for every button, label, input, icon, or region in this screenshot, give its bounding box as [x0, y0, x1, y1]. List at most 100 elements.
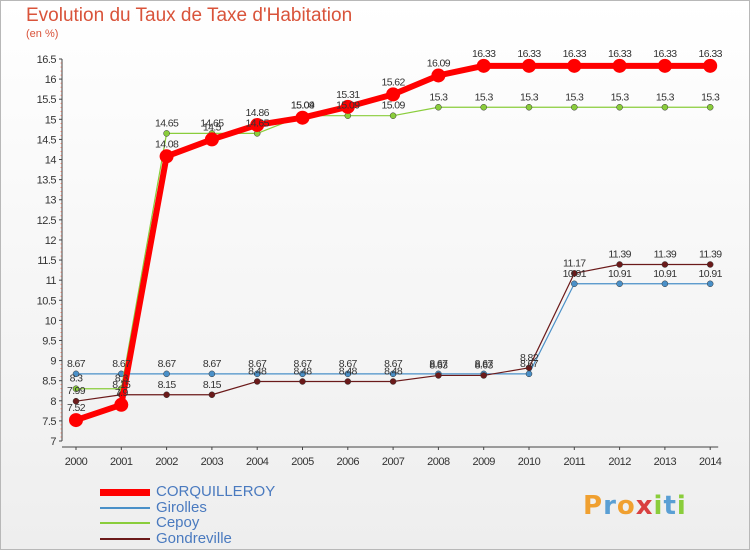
series-corquilleroy [69, 58, 718, 428]
data-label: 11.17 [563, 257, 586, 269]
data-point [525, 370, 533, 378]
logo-letter: i [676, 491, 687, 521]
data-point [525, 104, 533, 111]
data-label: 8.67 [248, 358, 267, 370]
data-label: 8.48 [384, 365, 403, 377]
data-label: 15.62 [381, 76, 405, 88]
y-tick-label: 11 [46, 275, 57, 287]
y-tick-label: 14 [45, 155, 57, 167]
data-point [253, 378, 261, 385]
data-label: 8.48 [248, 365, 267, 377]
data-label: 15.3 [475, 91, 494, 103]
y-tick-label: 7 [50, 436, 56, 448]
logo-letter: t [663, 491, 677, 521]
data-label: 15.09 [336, 100, 360, 112]
y-tick-label: 13.5 [37, 175, 57, 187]
data-point [616, 261, 623, 268]
data-point [657, 58, 672, 73]
y-tick-label: 15.5 [37, 94, 57, 106]
data-point [344, 370, 352, 378]
y-tick-label: 14.5 [37, 134, 57, 146]
data-label: 11.39 [654, 248, 677, 260]
data-point [299, 370, 306, 378]
legend-label: Cepoy [156, 514, 200, 531]
data-point [114, 397, 129, 412]
data-label: 8.67 [429, 358, 448, 370]
data-label: 15.3 [701, 91, 720, 103]
data-point [616, 280, 623, 288]
data-point [163, 370, 170, 378]
data-label: 15.3 [520, 91, 539, 103]
y-tick-label: 13 [45, 195, 57, 207]
data-label: 16.33 [517, 48, 541, 60]
x-tick-label: 2004 [246, 456, 269, 468]
data-point [344, 378, 352, 385]
y-tick-label: 10 [45, 315, 57, 327]
data-point [567, 58, 582, 73]
data-point [706, 261, 714, 268]
y-tick-label: 10.5 [37, 295, 57, 307]
data-label: 15.09 [291, 100, 315, 112]
y-tick-label: 8.5 [42, 376, 56, 388]
x-tick-label: 2009 [472, 456, 495, 468]
y-tick-label: 12.5 [37, 215, 57, 227]
data-label: 8.15 [158, 379, 177, 391]
series-girolles [72, 280, 714, 378]
data-point [703, 58, 718, 73]
data-point [163, 391, 170, 399]
data-point [431, 68, 446, 83]
data-point [571, 270, 578, 277]
data-point [480, 372, 487, 379]
data-point [389, 112, 397, 119]
data-point [476, 58, 491, 73]
x-tick-label: 2011 [563, 456, 585, 468]
data-label: 8.67 [384, 358, 403, 370]
data-point [522, 58, 536, 73]
x-tick-label: 2008 [427, 456, 450, 468]
data-label: 8.48 [339, 365, 358, 377]
data-point [159, 149, 174, 164]
data-label: 16.33 [608, 48, 632, 60]
data-label: 15.09 [381, 100, 405, 112]
data-label: 8.67 [475, 358, 494, 370]
data-label: 8.63 [475, 359, 494, 371]
y-tick-label: 12 [45, 235, 57, 247]
data-label: 14.65 [155, 117, 179, 129]
y-tick-label: 16.5 [37, 54, 57, 66]
data-point [69, 413, 83, 428]
data-point [661, 280, 669, 288]
data-point [480, 104, 487, 111]
data-point [72, 397, 80, 405]
logo-letter: P [583, 491, 604, 521]
data-label: 10.91 [699, 268, 723, 280]
legend-swatch [100, 538, 150, 540]
data-point [340, 99, 355, 114]
data-label: 15.3 [611, 91, 630, 103]
x-tick-label: 2013 [654, 456, 677, 468]
data-point [208, 391, 216, 399]
data-label: 10.91 [608, 268, 632, 280]
legend-label: Gondreville [156, 530, 232, 547]
data-label: 8.67 [112, 358, 131, 370]
data-point [612, 58, 627, 73]
data-label: 15.04 [291, 100, 315, 112]
y-tick-label: 15 [45, 114, 57, 126]
data-point [250, 117, 265, 132]
data-point [386, 87, 401, 102]
data-point [72, 385, 80, 392]
data-label: 8.67 [158, 358, 177, 370]
x-tick-label: 2012 [608, 456, 631, 468]
data-label: 10.91 [653, 268, 677, 280]
data-label: 8.67 [203, 358, 222, 370]
data-point [163, 130, 170, 137]
data-label: 15.31 [336, 89, 360, 101]
y-axis-unit-label: (en %) [26, 28, 59, 40]
data-label: 16.09 [427, 57, 451, 69]
data-label: 16.33 [563, 48, 587, 60]
data-point [706, 104, 714, 111]
data-point [571, 280, 578, 288]
data-point [72, 370, 80, 378]
data-label: 8.67 [520, 358, 539, 370]
data-point [435, 104, 442, 111]
data-label: 8.48 [293, 365, 312, 377]
